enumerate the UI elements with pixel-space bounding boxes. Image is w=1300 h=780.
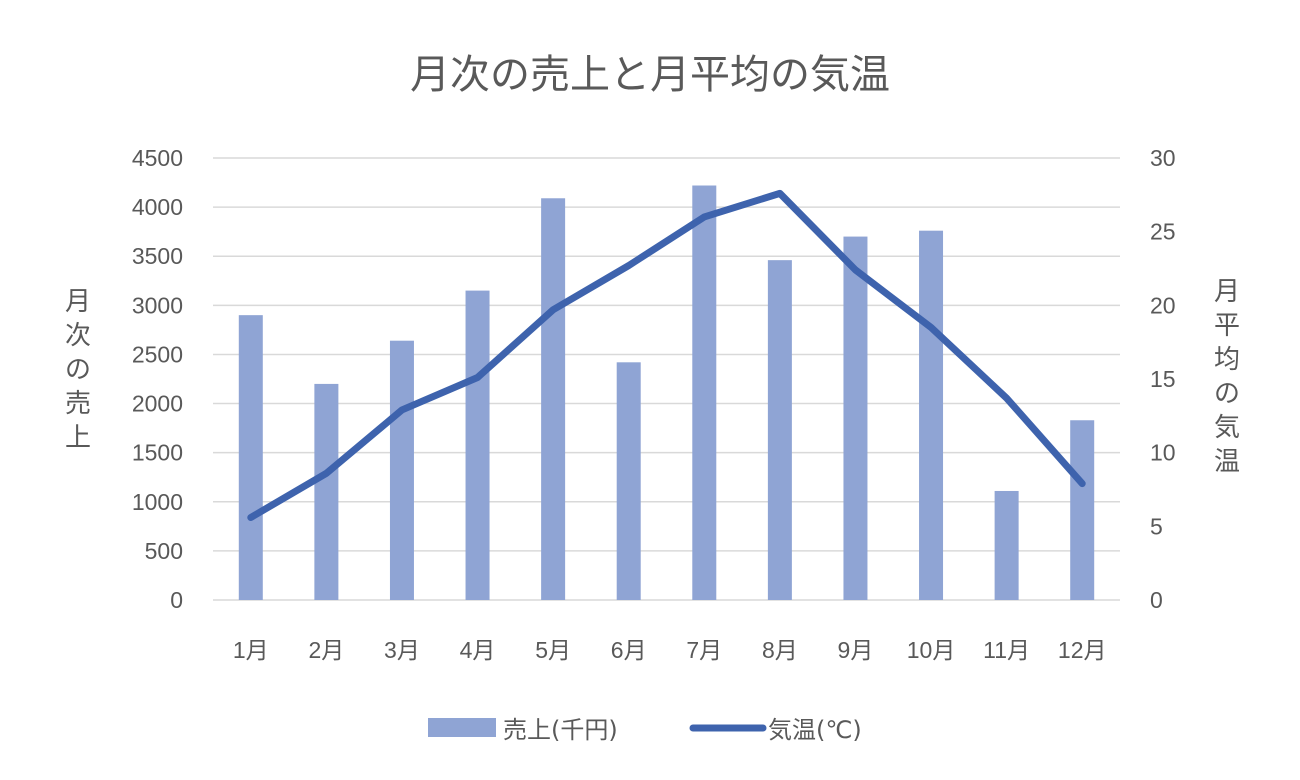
- sales-bar: [767, 260, 792, 600]
- right-tick-label: 10: [1150, 440, 1176, 466]
- gridlines: [213, 157, 1120, 601]
- x-tick-label: 1月: [233, 637, 269, 663]
- right-axis-title-char: 月: [1214, 277, 1240, 307]
- left-tick-label: 2500: [132, 341, 183, 367]
- legend: 売上(千円) 気温(℃): [428, 716, 862, 744]
- left-axis-title-char: の: [65, 355, 91, 385]
- left-tick-label: 4500: [132, 145, 183, 171]
- chart-title: 月次の売上と月平均の気温: [410, 52, 890, 98]
- left-tick-label: 0: [170, 587, 183, 613]
- legend-sales-label: 売上(千円): [503, 716, 618, 744]
- x-tick-label: 4月: [460, 637, 496, 663]
- x-tick-label: 12月: [1058, 637, 1107, 663]
- left-axis-title-char: 次: [65, 321, 91, 351]
- left-axis-title-char: 上: [65, 423, 91, 453]
- sales-bar: [389, 340, 414, 600]
- right-axis-title-char: 温: [1214, 447, 1240, 477]
- temperature-line: [247, 189, 1086, 521]
- right-tick-label: 5: [1150, 513, 1163, 539]
- sales-bar: [692, 185, 717, 600]
- right-axis-title: 月平均の気温: [1214, 277, 1240, 477]
- sales-bars: [238, 185, 1095, 601]
- sales-bar: [919, 230, 944, 600]
- right-axis-title-char: 平: [1214, 311, 1240, 341]
- legend-temperature-label: 気温(℃): [768, 716, 862, 744]
- left-tick-label: 3000: [132, 292, 183, 318]
- sales-bar: [994, 490, 1019, 600]
- x-tick-label: 10月: [907, 637, 956, 663]
- right-axis-title-char: の: [1214, 379, 1240, 409]
- x-tick-label: 8月: [762, 637, 798, 663]
- right-axis-ticks: 0 5 10 15 20 25 30: [1150, 145, 1176, 613]
- left-axis-title-char: 売: [65, 389, 91, 419]
- left-axis-title-char: 月: [65, 287, 91, 317]
- left-tick-label: 500: [145, 538, 183, 564]
- right-axis-title-char: 均: [1214, 345, 1240, 375]
- x-axis-ticks: 1月 2月 3月 4月 5月 6月 7月 8月 9月 10月 11月 12月: [233, 637, 1107, 663]
- sales-bar: [616, 362, 641, 600]
- right-tick-label: 30: [1150, 145, 1176, 171]
- x-tick-label: 9月: [838, 637, 874, 663]
- left-tick-label: 3500: [132, 243, 183, 269]
- right-tick-label: 25: [1150, 219, 1176, 245]
- x-tick-label: 5月: [535, 637, 571, 663]
- left-tick-label: 4000: [132, 194, 183, 220]
- left-axis-ticks: 0 500 1000 1500 2000 2500 3000 3500 4000 4500: [132, 145, 183, 613]
- x-tick-label: 11月: [983, 637, 1030, 663]
- right-tick-label: 20: [1150, 292, 1176, 318]
- left-axis-title: 月次の売上: [65, 287, 91, 453]
- right-tick-label: 15: [1150, 366, 1176, 392]
- sales-bar: [541, 198, 566, 600]
- right-axis-title-char: 気: [1214, 413, 1240, 443]
- x-tick-label: 3月: [384, 637, 420, 663]
- sales-bar: [238, 315, 263, 600]
- left-tick-label: 1000: [132, 489, 183, 515]
- sales-bar: [314, 383, 339, 600]
- x-tick-label: 7月: [686, 637, 722, 663]
- left-tick-label: 2000: [132, 391, 183, 417]
- x-tick-label: 6月: [611, 637, 647, 663]
- legend-bar-swatch-icon: [428, 718, 496, 737]
- right-tick-label: 0: [1150, 587, 1163, 613]
- sales-bar: [843, 236, 868, 601]
- left-tick-label: 1500: [132, 440, 183, 466]
- sales-bar: [1070, 420, 1095, 600]
- x-tick-label: 2月: [308, 637, 344, 663]
- sales-bar: [465, 290, 490, 600]
